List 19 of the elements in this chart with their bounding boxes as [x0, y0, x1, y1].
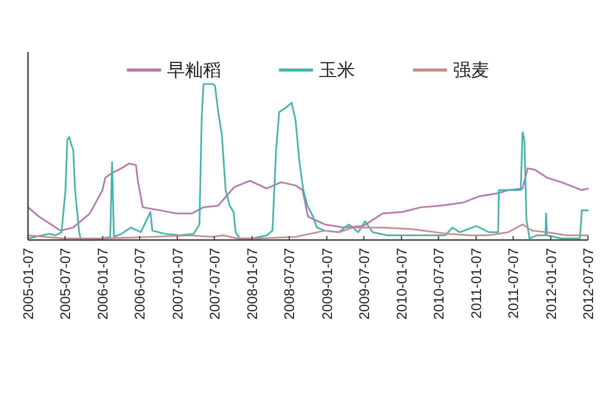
x-tick-label: 2009-07-07	[356, 248, 372, 320]
x-tick-label: 2007-07-07	[206, 248, 222, 320]
x-tick-label: 2010-07-07	[430, 248, 446, 320]
x-tick-label: 2011-01-07	[468, 248, 484, 319]
x-tick-label: 2005-07-07	[57, 248, 74, 320]
x-tick-label: 2008-07-07	[281, 248, 298, 320]
x-tick-label: 2006-07-07	[132, 248, 148, 320]
x-tick-label: 2009-01-07	[318, 248, 335, 320]
x-tick-label: 2010-01-07	[393, 248, 410, 320]
x-tick-label: 2007-01-07	[169, 248, 186, 320]
legend-label: 强麦	[453, 60, 489, 80]
x-tick-label: 2008-01-07	[244, 248, 260, 320]
legend-label: 早籼稻	[167, 60, 221, 80]
x-tick-label: 2012-07-07	[580, 248, 596, 320]
x-tick-label: 2005-01-07	[20, 248, 36, 320]
x-tick-label: 2012-01-07	[542, 248, 559, 320]
x-tick-label: 2006-01-07	[94, 248, 111, 320]
legend-label: 玉米	[319, 60, 355, 80]
x-tick-label: 2011-07-07	[505, 248, 522, 319]
